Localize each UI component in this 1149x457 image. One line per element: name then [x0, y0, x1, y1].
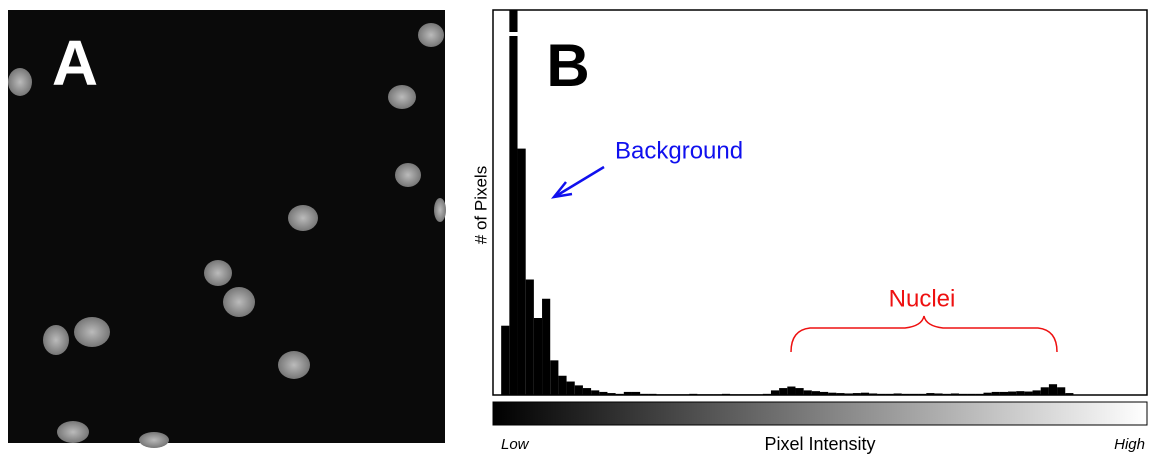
bar: [713, 394, 722, 395]
bar: [705, 394, 714, 395]
bar: [811, 391, 820, 395]
bar: [599, 391, 608, 395]
bar: [1024, 391, 1033, 395]
bar: [770, 390, 780, 395]
bar: [901, 393, 910, 395]
x-axis-label: Pixel Intensity: [764, 434, 875, 454]
bar: [607, 393, 616, 395]
annotation: Nuclei: [889, 285, 956, 312]
x-tick-label: Low: [501, 436, 530, 453]
bar: [803, 390, 812, 395]
bar: [836, 393, 845, 395]
bar: [869, 393, 878, 395]
bar: [746, 394, 755, 395]
x-tick-label: High: [1114, 436, 1145, 453]
bar: [779, 388, 788, 395]
bar: [721, 393, 731, 395]
bar: [623, 391, 632, 395]
bar: [550, 360, 559, 395]
bar: [754, 394, 763, 395]
bar: [844, 393, 853, 395]
bar: [1065, 393, 1074, 395]
bar: [983, 392, 992, 395]
bar: [975, 393, 984, 395]
histogram-panel: B Pixel Intensity # of Pixels Background…: [471, 9, 1148, 454]
bar: [509, 10, 518, 395]
bar: [574, 385, 583, 395]
y-axis-label: # of Pixels: [471, 166, 490, 244]
bar: [738, 394, 747, 395]
bar: [958, 393, 968, 395]
annotation-brace: [790, 315, 1058, 353]
bar: [591, 390, 600, 395]
bar: [689, 393, 698, 395]
bar: [1008, 391, 1017, 395]
panel-label: A: [52, 27, 98, 99]
annotation: Background: [615, 137, 743, 164]
bar: [730, 394, 739, 395]
bar: [1057, 387, 1066, 395]
bar: [648, 393, 657, 395]
bar: [795, 388, 804, 395]
bar: [615, 393, 624, 395]
bar: [885, 393, 894, 395]
bar: [942, 393, 951, 395]
bar: [501, 325, 510, 395]
bar: [542, 298, 551, 395]
bar: [517, 148, 526, 395]
plot-frame: [492, 9, 1148, 396]
bar: [1040, 387, 1049, 395]
bar: [566, 381, 575, 395]
intensity-gradient: [492, 401, 1148, 426]
bar: [681, 394, 690, 395]
annotation-arrow: [550, 165, 605, 199]
bar: [1048, 384, 1058, 395]
bar: [1032, 390, 1041, 395]
bar: [918, 393, 927, 395]
bar: [631, 391, 641, 395]
bar: [533, 318, 543, 395]
bar: [656, 394, 665, 395]
bar: [967, 393, 976, 395]
bar: [999, 391, 1009, 395]
bar: [672, 394, 682, 395]
bar: [852, 393, 861, 395]
micrograph: A: [8, 10, 446, 448]
bar: [934, 393, 943, 395]
bar: [1016, 391, 1025, 395]
bar: [582, 388, 592, 395]
panel-label: B: [546, 32, 589, 99]
bar: [950, 393, 959, 395]
bar: [640, 393, 649, 395]
bar: [893, 393, 902, 395]
bar: [860, 392, 870, 395]
bar: [787, 386, 796, 395]
bar: [991, 391, 1000, 395]
bar: [877, 393, 886, 395]
bar: [664, 394, 673, 395]
bar: [762, 393, 771, 395]
bar: [926, 393, 935, 395]
bar: [525, 279, 534, 395]
bar: [909, 393, 919, 395]
bar: [828, 392, 837, 395]
bar: [820, 391, 829, 395]
bar: [558, 375, 567, 395]
bar: [697, 394, 706, 395]
